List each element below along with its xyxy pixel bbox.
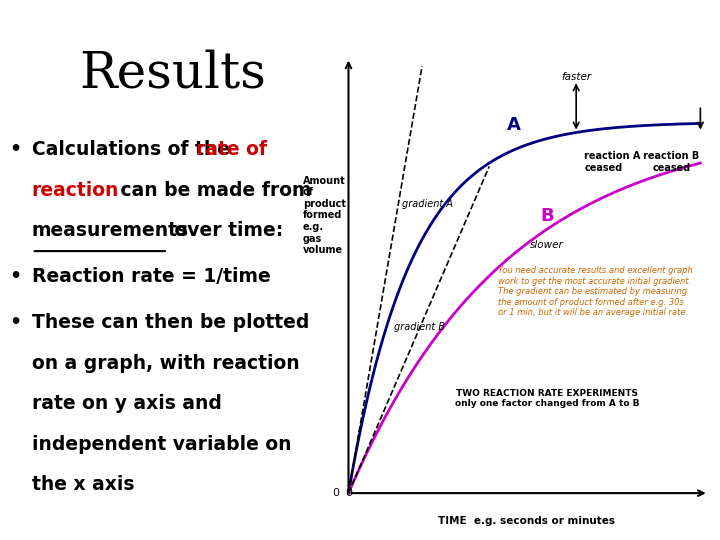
Text: measurements: measurements [32,221,189,240]
Text: TIME  e.g. seconds or minutes: TIME e.g. seconds or minutes [438,516,615,526]
Text: 0: 0 [333,488,340,498]
Text: 0: 0 [345,488,352,498]
Text: TWO REACTION RATE EXPERIMENTS
only one factor changed from A to B: TWO REACTION RATE EXPERIMENTS only one f… [455,389,639,408]
Text: independent variable on: independent variable on [32,435,291,454]
Text: •: • [9,140,22,159]
Text: You need accurate results and excellent graph
work to get the most accurate init: You need accurate results and excellent … [498,266,692,317]
Text: rate of: rate of [197,140,267,159]
Text: •: • [9,267,22,286]
Text: gradient B: gradient B [394,322,445,332]
Text: faster: faster [561,72,591,83]
Text: slower: slower [531,240,564,250]
Text: on a graph, with reaction: on a graph, with reaction [32,354,300,373]
Text: over time:: over time: [168,221,283,240]
Text: •: • [9,313,22,332]
Text: reaction B
ceased: reaction B ceased [643,152,700,173]
Text: reaction A
ceased: reaction A ceased [585,152,641,173]
Text: Reaction rate = 1/time: Reaction rate = 1/time [32,267,271,286]
Text: A: A [507,116,521,134]
Text: reaction: reaction [32,181,119,200]
Text: Results: Results [79,49,266,98]
Text: the x axis: the x axis [32,475,134,494]
Text: gradient A: gradient A [402,199,454,210]
Text: rate on y axis and: rate on y axis and [32,394,222,413]
Text: B: B [541,207,554,225]
Text: Amount
of
product
formed
e.g.
gas
volume: Amount of product formed e.g. gas volume [303,176,346,255]
Text: These can then be plotted: These can then be plotted [32,313,309,332]
Text: can be made from: can be made from [114,181,312,200]
Text: Calculations of the: Calculations of the [32,140,236,159]
